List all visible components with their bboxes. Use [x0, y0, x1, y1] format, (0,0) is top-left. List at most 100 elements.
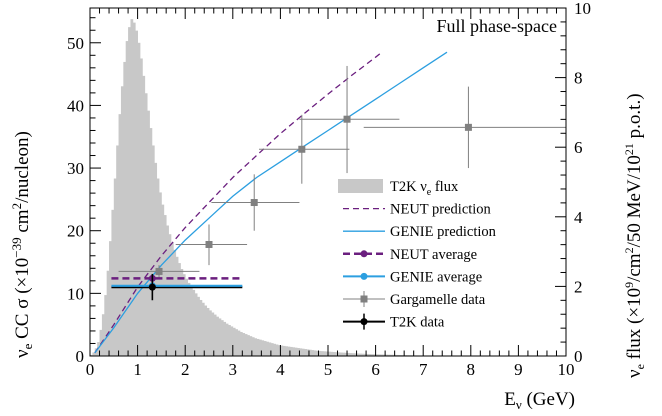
flux-bin — [328, 351, 331, 356]
flux-bin — [275, 344, 279, 356]
flux-bin — [339, 352, 343, 356]
flux-bin — [263, 341, 267, 356]
flux-bin — [92, 352, 96, 356]
annotation-text: Full phase-space — [437, 16, 557, 36]
x-tick-label: 10 — [558, 360, 575, 379]
legend-label: GENIE average — [390, 269, 482, 285]
legend-marker-neut-average — [360, 250, 368, 258]
flux-bin — [380, 354, 384, 356]
legend-marker-genie-average — [360, 272, 368, 280]
flux-bin — [201, 302, 205, 356]
x-axis-title: Eν (GeV) — [504, 389, 575, 412]
flux-bin — [237, 330, 241, 356]
legend-label: GENIE prediction — [390, 224, 497, 240]
flux-bin — [368, 354, 372, 356]
flux-bin — [182, 274, 186, 356]
flux-bin — [363, 353, 367, 356]
legend-label: NEUT average — [390, 247, 477, 263]
flux-bin — [387, 354, 391, 356]
flux-bin — [168, 234, 172, 356]
x-tick-label: 0 — [86, 360, 95, 379]
x-tick-label: 9 — [514, 360, 523, 379]
x-tick-label: 3 — [229, 360, 238, 379]
legend-label: T2K νe flux — [390, 179, 459, 198]
flux-bin — [366, 353, 369, 356]
flux-bin — [304, 349, 307, 356]
flux-bin — [373, 354, 376, 356]
x-tick-label: 8 — [467, 360, 476, 379]
y-right-tick-label: 6 — [574, 138, 583, 157]
gargamelle-point — [155, 267, 163, 275]
flux-bin — [187, 282, 191, 356]
flux-bin — [337, 352, 341, 356]
flux-bin — [216, 316, 219, 356]
flux-bin — [332, 351, 336, 356]
flux-bin — [270, 343, 274, 356]
flux-bin — [197, 296, 200, 356]
flux-bin — [111, 209, 115, 356]
flux-bin — [170, 242, 174, 356]
flux-bin — [282, 345, 286, 356]
y-right-tick-label: 8 — [574, 69, 583, 88]
flux-bin — [235, 329, 238, 356]
y-right-tick-label: 4 — [574, 208, 583, 227]
flux-bin — [128, 27, 131, 356]
flux-bin — [194, 293, 198, 356]
flux-bin — [135, 30, 138, 357]
flux-bin — [249, 336, 253, 356]
flux-bin — [375, 354, 379, 356]
flux-bin — [342, 352, 346, 356]
flux-bin — [189, 286, 193, 356]
y-right-tick-label: 2 — [574, 277, 583, 296]
t2k-point — [148, 283, 156, 291]
flux-bin — [256, 338, 260, 356]
flux-bin — [280, 345, 284, 356]
x-tick-label: 1 — [133, 360, 142, 379]
legend-label: NEUT prediction — [390, 202, 492, 218]
flux-bin — [292, 347, 296, 356]
flux-bin — [161, 204, 165, 356]
flux-bin — [297, 347, 300, 356]
flux-bin — [325, 351, 329, 356]
y-left-tick-label: 0 — [76, 347, 85, 366]
flux-bin — [180, 269, 184, 356]
flux-bin — [382, 354, 386, 356]
flux-bin — [294, 347, 298, 356]
flux-bin — [192, 289, 196, 356]
flux-bin — [287, 346, 291, 356]
flux-bin — [218, 318, 222, 356]
gargamelle-point — [250, 199, 258, 207]
flux-bin — [239, 331, 243, 356]
flux-bin — [116, 145, 119, 356]
y-left-tick-label: 10 — [67, 284, 84, 303]
flux-bin — [347, 352, 350, 356]
gargamelle-point — [298, 145, 306, 153]
flux-bin — [385, 354, 388, 356]
flux-bin — [209, 310, 212, 356]
flux-bin — [101, 314, 105, 356]
flux-bin — [144, 93, 148, 356]
flux-bin — [247, 335, 250, 356]
flux-bin — [285, 346, 288, 356]
legend-marker-t2k — [360, 318, 368, 326]
flux-bin — [254, 338, 257, 356]
flux-bin — [335, 352, 338, 356]
flux-bin — [320, 351, 324, 356]
flux-bin — [166, 225, 169, 356]
flux-bin — [178, 263, 181, 356]
legend-marker-gargamelle — [360, 295, 368, 303]
flux-bin — [106, 270, 110, 356]
flux-bin — [118, 114, 122, 356]
flux-bin — [142, 75, 146, 357]
flux-bin — [149, 128, 153, 356]
flux-bin — [306, 349, 310, 356]
flux-bin — [130, 19, 134, 357]
flux-bin — [313, 350, 317, 356]
flux-bin — [199, 299, 203, 356]
flux-bin — [358, 353, 362, 356]
gargamelle-point — [464, 123, 472, 131]
flux-bin — [185, 278, 188, 356]
flux-bin — [354, 353, 357, 356]
